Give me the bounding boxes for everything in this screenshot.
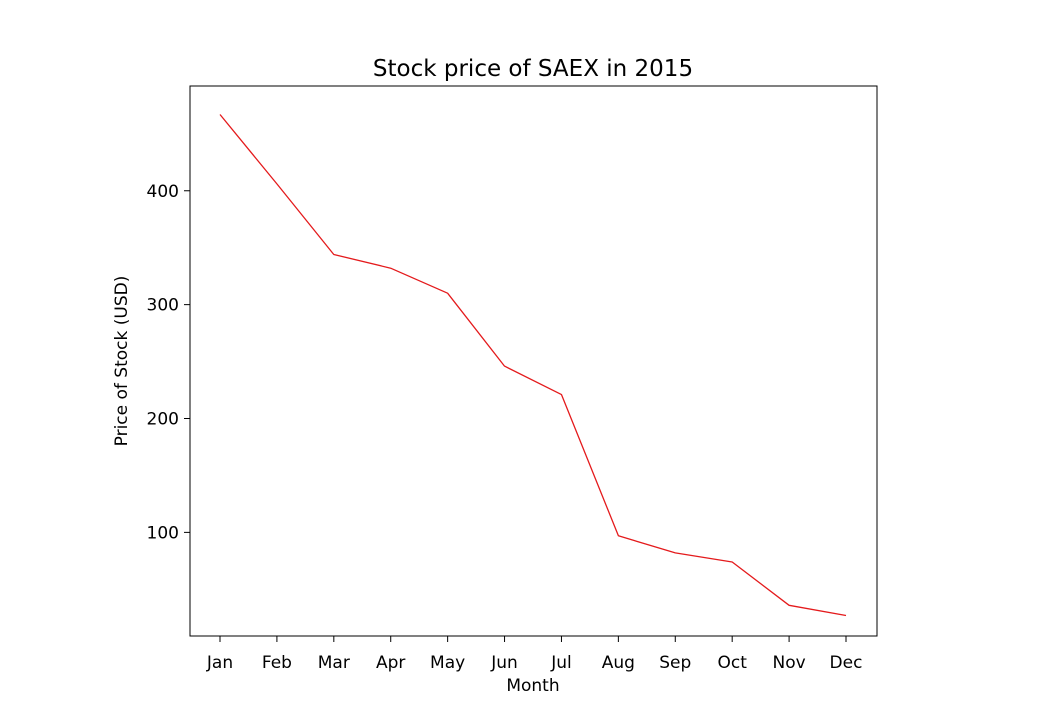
- series-layer: [219, 114, 847, 617]
- x-axis: Jan Feb Mar Apr May Jun Jul Aug Sep Oct Nov Dec: [206, 636, 863, 673]
- x-tick-label-jun: Jun: [490, 653, 518, 673]
- x-tick-label-aug: Aug: [602, 653, 635, 673]
- x-tick-label-jan: Jan: [206, 653, 233, 673]
- y-axis-label: Price of Stock (USD): [112, 276, 132, 447]
- x-tick-label-feb: Feb: [262, 653, 292, 673]
- x-axis-label: Month: [506, 676, 559, 696]
- series-line-0: [219, 114, 847, 617]
- chart-title: Stock price of SAEX in 2015: [373, 56, 693, 82]
- x-tick-label-nov: Nov: [772, 653, 805, 673]
- y-tick-label-200: 200: [147, 410, 179, 430]
- x-tick-label-sep: Sep: [659, 653, 691, 673]
- x-tick-label-apr: Apr: [376, 653, 405, 673]
- y-tick-label-300: 300: [147, 296, 179, 316]
- x-tick-label-dec: Dec: [830, 653, 863, 673]
- plot-area-frame: [189, 85, 878, 637]
- y-axis: 100 200 300 400: [147, 182, 190, 543]
- x-tick-label-may: May: [430, 653, 465, 673]
- x-tick-label-jul: Jul: [550, 653, 572, 673]
- y-tick-label-100: 100: [147, 523, 179, 543]
- y-tick-label-400: 400: [147, 182, 179, 202]
- x-tick-label-mar: Mar: [318, 653, 350, 673]
- x-tick-label-oct: Oct: [717, 653, 747, 673]
